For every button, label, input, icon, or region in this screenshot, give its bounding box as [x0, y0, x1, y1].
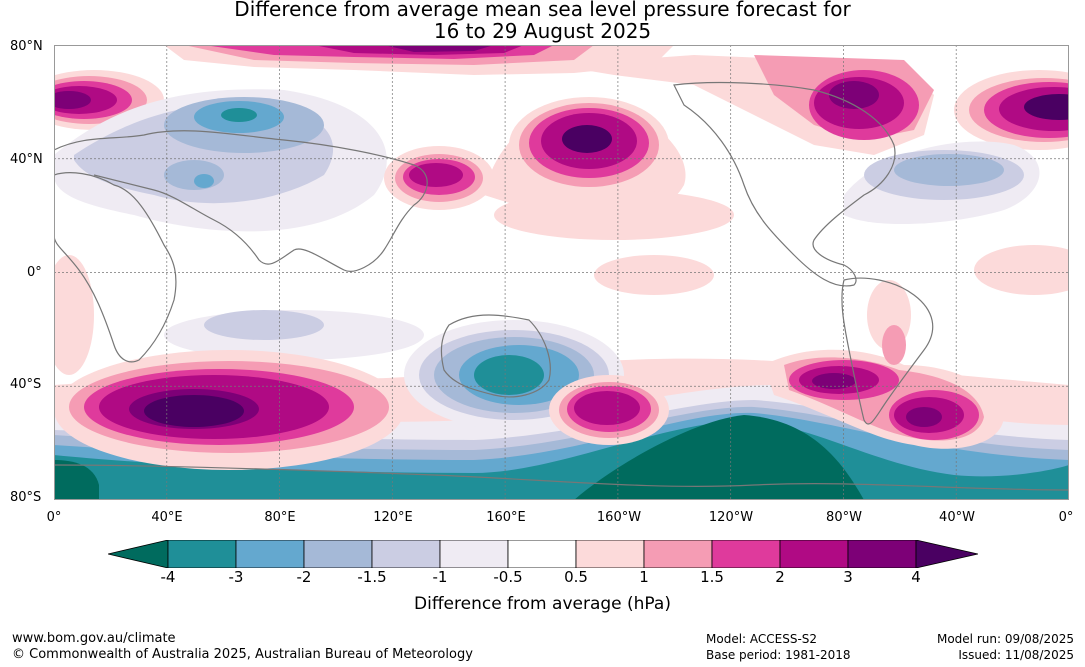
copyright-text: © Commonwealth of Australia 2025, Austra… [12, 647, 473, 662]
colorbar [108, 540, 978, 568]
colorbar-swatch-3 [303, 540, 373, 568]
colorbar-swatch-2 [235, 540, 305, 568]
lon-label-120e: 120°E [373, 510, 413, 525]
lat-label-40s: 40°S [10, 377, 42, 392]
coastline-south-america [841, 277, 934, 425]
coastline-antarctica [54, 464, 1069, 491]
colorbar-tick: -2 [296, 568, 312, 586]
map-title-line2: 16 to 29 August 2025 [433, 19, 652, 43]
colorbar-tick: 0.5 [564, 568, 588, 586]
base-period: Base period: 1981-2018 [706, 648, 851, 662]
lon-label-160w: 160°W [596, 510, 642, 525]
lon-label-40e: 40°E [151, 510, 183, 525]
graticule [54, 45, 1069, 500]
coastlines [54, 81, 1069, 491]
colorbar-arrow-high [915, 540, 978, 568]
colorbar-swatch-10 [779, 540, 849, 568]
map-title-line1: Difference from average mean sea level p… [234, 0, 851, 21]
colorbar-arrow-low [108, 540, 169, 568]
anomaly-japan-high [384, 146, 494, 210]
model-run-date: Model run: 09/08/2025 [936, 632, 1074, 646]
colorbar-swatch-9 [711, 540, 781, 568]
model-name: Model: ACCESS-S2 [706, 632, 818, 646]
colorbar-tick: 1 [639, 568, 649, 586]
anomaly-indian-ocean-high [54, 350, 404, 470]
colorbar-swatch-4 [371, 540, 441, 568]
colorbar-tick: -1.5 [357, 568, 387, 586]
anomaly-australia-low [404, 320, 624, 430]
coastline-eurasia [54, 130, 428, 272]
colorbar-tick: 2 [775, 568, 785, 586]
colorbar-swatch-11 [847, 540, 917, 568]
coastline-africa [54, 172, 177, 363]
anomaly-tasman-high [549, 375, 669, 445]
colorbar-tick: 1.5 [700, 568, 724, 586]
anomaly-canada-high [554, 55, 934, 155]
lon-label-80e: 80°E [264, 510, 296, 525]
lat-label-80n: 80°N [10, 39, 43, 54]
lon-label-0-right: 0° [1058, 510, 1074, 525]
website-link[interactable]: www.bom.gov.au/climate [12, 631, 176, 646]
lon-label-0-left: 0° [46, 510, 62, 525]
anomaly-us-low [844, 141, 1040, 225]
coastline-australia [440, 314, 551, 398]
lon-label-80w: 80°W [826, 510, 862, 525]
lat-label-equator: 0° [27, 265, 42, 280]
colorbar-swatch-7 [575, 540, 645, 568]
colorbar-tick: 3 [843, 568, 853, 586]
anomaly-tropical-weak [54, 190, 1069, 375]
lon-label-160e: 160°E [486, 510, 526, 525]
anomaly-asia-low [54, 89, 387, 232]
anomaly-south-america-high [764, 280, 1004, 449]
colorbar-swatch-8 [643, 540, 713, 568]
map-frame [54, 45, 1069, 500]
colorbar-swatch-1 [167, 540, 237, 568]
colorbar-swatch-6 [507, 540, 577, 568]
colorbar-swatch-5 [439, 540, 509, 568]
colorbar-tick: 4 [911, 568, 921, 586]
colorbar-tick: -3 [228, 568, 244, 586]
colorbar-tick: -4 [160, 568, 176, 586]
lon-label-120w: 120°W [708, 510, 754, 525]
colorbar-tick: -0.5 [493, 568, 523, 586]
lat-label-80s: 80°S [10, 490, 42, 505]
issued-date: Issued: 11/08/2025 [958, 648, 1074, 662]
anomaly-north-atlantic-high [954, 70, 1069, 150]
lon-label-40w: 40°W [939, 510, 975, 525]
colorbar-label: Difference from average (hPa) [414, 594, 671, 614]
coastline-north-america [673, 81, 896, 287]
lat-label-40n: 40°N [10, 152, 43, 167]
pressure-anomaly-map [54, 45, 1069, 500]
colorbar-tick: -1 [432, 568, 448, 586]
anomaly-arctic-high [164, 45, 674, 75]
anomaly-north-pacific-high [484, 97, 686, 219]
